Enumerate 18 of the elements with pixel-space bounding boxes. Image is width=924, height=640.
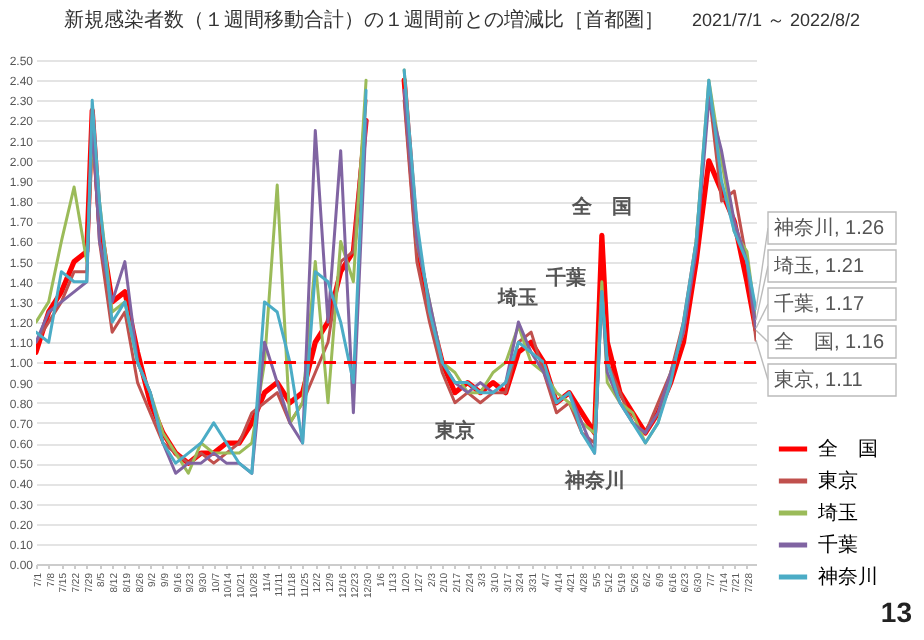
annotation: 埼玉 (496, 286, 539, 311)
legend-label: 東京 (818, 469, 858, 493)
chart-title: 新規感染者数（１週間移動合計）の１週間前との増減比［首都圏］ (63, 7, 664, 34)
legend-label: 神奈川 (818, 565, 878, 589)
chart-subtitle: 2021/7/1 ～ 2022/8/2 (691, 8, 861, 34)
annotation: 神奈川 (562, 469, 625, 494)
legend-label: 埼玉 (816, 501, 858, 525)
annotation: 千葉 (544, 266, 587, 291)
legend-label: 千葉 (818, 533, 858, 557)
annotation: 千葉, 1.17 (774, 292, 865, 316)
annotation: 東京, 1.11 (774, 368, 864, 392)
annotation: 東京 (432, 418, 475, 443)
legend-label: 全 国 (818, 437, 878, 461)
annotation: 全 国, 1.16 (774, 330, 885, 354)
annotation: 埼玉, 1.21 (772, 254, 865, 278)
text: 13 (880, 596, 912, 628)
annotation: 神奈川, 1.26 (774, 216, 885, 240)
annotation: 全 国 (569, 195, 632, 220)
